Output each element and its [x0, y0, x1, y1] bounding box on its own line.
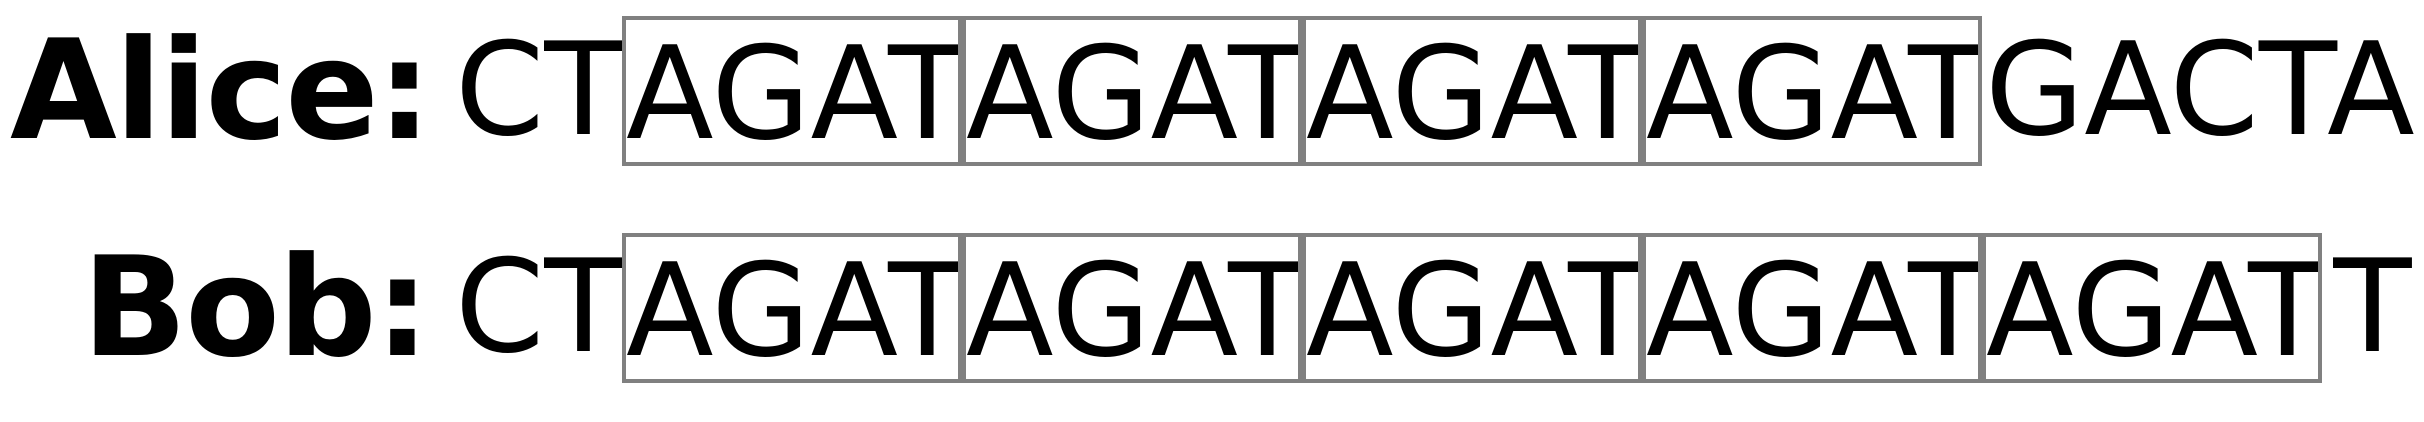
repeat-unit-box: AGAT: [1302, 233, 1642, 383]
repeat-unit-box: AGAT: [622, 233, 962, 383]
repeat-unit-box: AGAT: [1302, 16, 1642, 166]
sequence-row-alice: Alice: CT AGAT AGAT AGAT AGAT GACTA: [0, 16, 2424, 166]
repeat-unit-box: AGAT: [962, 16, 1302, 166]
sequence-suffix-alice: GACTA: [1985, 16, 2415, 165]
sequence-row-bob: Bob: CT AGAT AGAT AGAT AGAT AGAT T: [0, 233, 2424, 383]
repeat-unit-box: AGAT: [622, 16, 962, 166]
sequence-prefix-bob: CT: [455, 233, 623, 382]
row-label-bob: Bob:: [82, 227, 430, 388]
repeat-unit-box: AGAT: [962, 233, 1302, 383]
repeat-unit-box: AGAT: [1642, 233, 1982, 383]
row-label-alice: Alice:: [10, 10, 432, 171]
sequence-suffix-bob: T: [2333, 233, 2412, 382]
repeat-unit-box: AGAT: [1982, 233, 2322, 383]
repeat-unit-box: AGAT: [1642, 16, 1982, 166]
sequence-prefix-alice: CT: [455, 16, 623, 165]
